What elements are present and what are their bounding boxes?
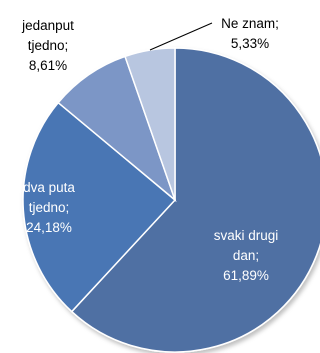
data-label-line: 61,89% xyxy=(223,268,269,283)
data-label-svaki-drugi-dan: svaki drugi dan; 61,89% xyxy=(214,228,279,283)
pie-slice-dva-puta-tjedno xyxy=(22,101,177,313)
data-label-jedanput-tjedno: jedanput tjedno; 8,61% xyxy=(21,18,74,73)
leader-line xyxy=(149,22,213,51)
data-label-line: tjedno; xyxy=(29,200,70,215)
data-label-line: 24,18% xyxy=(26,220,72,235)
data-label-line: Ne znam; xyxy=(221,16,279,31)
data-label-line: 8,61% xyxy=(29,58,67,73)
data-label-line: dva puta xyxy=(23,180,75,195)
pie-labels: svaki drugi dan; 61,89% dva puta tjedno; 24,1… xyxy=(21,16,279,283)
data-label-line: 5,33% xyxy=(231,36,269,51)
data-label-ne-znam: Ne znam; 5,33% xyxy=(221,16,279,51)
pie-slices xyxy=(22,47,320,353)
data-label-line: tjedno; xyxy=(28,38,69,53)
pie-slice-ne-znam xyxy=(124,47,176,201)
pie-slice-svaki-drugi-dan xyxy=(70,47,320,353)
pie-slice-jedanput-tjedno xyxy=(57,55,177,203)
data-label-line: dan; xyxy=(233,248,259,263)
data-label-dva-puta-tjedno: dva puta tjedno; 24,18% xyxy=(23,180,75,235)
data-label-line: jedanput xyxy=(21,18,74,33)
data-label-line: svaki drugi xyxy=(214,228,279,243)
